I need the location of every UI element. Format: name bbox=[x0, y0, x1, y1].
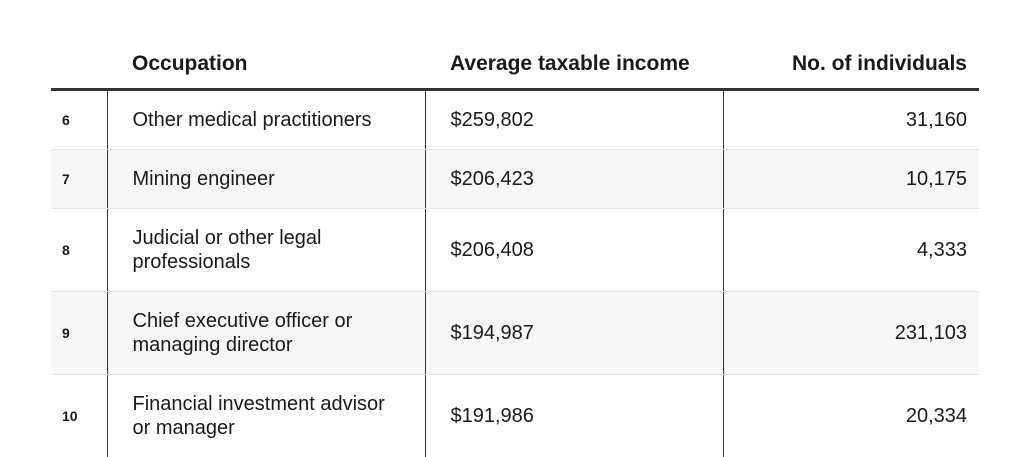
rank-cell: 7 bbox=[51, 150, 107, 209]
table-row: 7 Mining engineer $206,423 10,175 bbox=[51, 150, 979, 209]
occupation-cell: Mining engineer bbox=[107, 150, 425, 209]
income-cell: $191,986 bbox=[425, 375, 723, 457]
individuals-cell: 10,175 bbox=[723, 150, 979, 209]
rank-cell: 8 bbox=[51, 209, 107, 292]
rank-cell: 9 bbox=[51, 292, 107, 375]
income-table-container: Occupation Average taxable income No. of… bbox=[51, 0, 979, 457]
occupation-column-header: Occupation bbox=[107, 0, 425, 90]
rank-cell: 10 bbox=[51, 375, 107, 457]
table-row: 9 Chief executive officer or managing di… bbox=[51, 292, 979, 375]
rank-cell: 6 bbox=[51, 90, 107, 150]
individuals-cell: 4,333 bbox=[723, 209, 979, 292]
table-row: 10 Financial investment advisor or manag… bbox=[51, 375, 979, 457]
occupation-cell: Judicial or other legal professionals bbox=[107, 209, 425, 292]
income-table: Occupation Average taxable income No. of… bbox=[51, 0, 979, 457]
occupation-cell: Chief executive officer or managing dire… bbox=[107, 292, 425, 375]
individuals-column-header: No. of individuals bbox=[723, 0, 979, 90]
income-cell: $259,802 bbox=[425, 90, 723, 150]
individuals-cell: 20,334 bbox=[723, 375, 979, 457]
table-row: 8 Judicial or other legal professionals … bbox=[51, 209, 979, 292]
income-cell: $206,423 bbox=[425, 150, 723, 209]
header-row: Occupation Average taxable income No. of… bbox=[51, 0, 979, 90]
individuals-cell: 231,103 bbox=[723, 292, 979, 375]
individuals-cell: 31,160 bbox=[723, 90, 979, 150]
income-cell: $194,987 bbox=[425, 292, 723, 375]
income-column-header: Average taxable income bbox=[425, 0, 723, 90]
occupation-cell: Other medical practitioners bbox=[107, 90, 425, 150]
table-row: 6 Other medical practitioners $259,802 3… bbox=[51, 90, 979, 150]
rank-column-header bbox=[51, 0, 107, 90]
occupation-cell: Financial investment advisor or manager bbox=[107, 375, 425, 457]
income-cell: $206,408 bbox=[425, 209, 723, 292]
